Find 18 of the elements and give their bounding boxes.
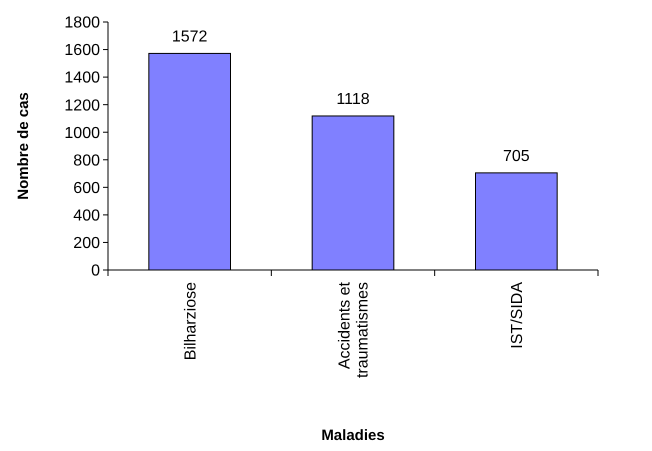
y-tick-label: 600: [73, 180, 100, 197]
y-tick-label: 800: [73, 152, 100, 170]
x-axis-title: Maladies: [321, 427, 385, 444]
y-tick-label: 1600: [64, 42, 100, 60]
y-tick-label: 1800: [64, 14, 100, 32]
y-tick-label: 1000: [64, 124, 100, 142]
data-label: 705: [502, 148, 530, 165]
y-tick-label: 0: [91, 262, 100, 280]
x-tick-label: Accidents et traumatismes: [336, 281, 372, 378]
y-tick-label: 1200: [64, 97, 100, 114]
y-tick-label: 400: [73, 207, 100, 224]
y-tick-label: 1400: [64, 70, 100, 87]
x-tick-label: IST/SIDA: [508, 282, 526, 349]
data-label: 1572: [172, 28, 208, 46]
y-tick-label: 200: [73, 235, 100, 252]
y-axis-title: Nombre de cas: [15, 92, 32, 200]
data-label: 1118: [336, 90, 370, 108]
x-tick-label: Bilharziose: [182, 282, 200, 360]
